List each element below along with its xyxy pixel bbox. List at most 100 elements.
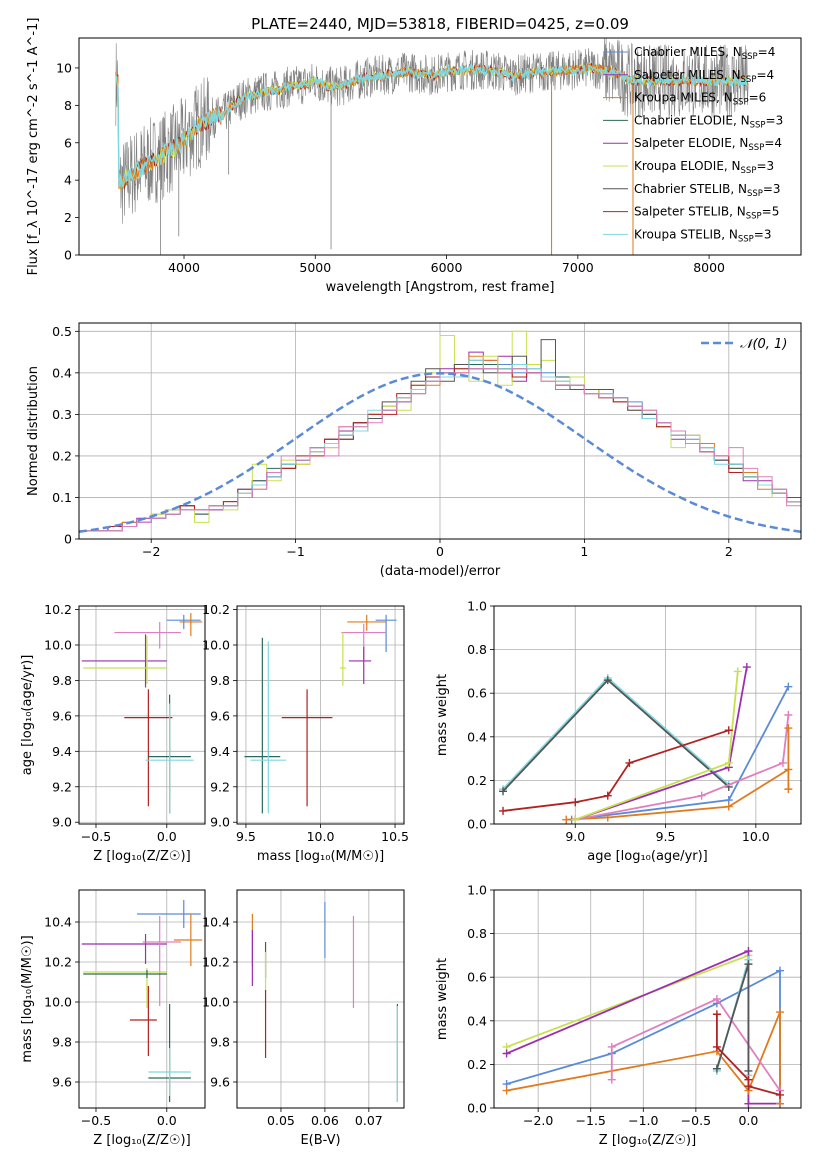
errorbar-point: [114, 621, 181, 649]
x-tick-label: 4000: [168, 260, 200, 275]
legend-label: Chabrier MILES, NSSP=4: [634, 45, 775, 62]
x-axis-label: Z [log₁₀(Z/Z☉)]: [599, 1133, 696, 1148]
y-tick-label: 9.6: [210, 1075, 230, 1090]
x-tick-label: 10.0: [742, 829, 770, 844]
y-tick-label: 10.0: [202, 637, 230, 652]
series-line: [502, 676, 730, 790]
y-tick-label: 0: [64, 248, 72, 263]
x-tick-label: 0.07: [355, 1113, 383, 1128]
y-tick-label: 10.2: [202, 602, 230, 617]
y-tick-label: 9.6: [210, 708, 230, 723]
x-axis-label: age [log₁₀(age/yr)]: [587, 849, 708, 864]
x-tick-label: −0.5: [81, 829, 111, 844]
panel-massweight_vs_age: 9.0 9.5 10.0 0.0 0.2 0.4 0.6 0.8 1.0 age [log₁₀(a…: [435, 599, 802, 864]
errorbar-point: [142, 916, 181, 1006]
errorbar-point: [81, 634, 167, 688]
x-tick-label: 9.5: [236, 829, 256, 844]
y-tick-label: 1.0: [467, 883, 487, 898]
x-tick-label: 0: [436, 544, 444, 559]
series-line: [502, 729, 730, 812]
y-tick-label: 1.0: [467, 599, 487, 614]
normal-curve: [79, 372, 801, 533]
y-tick-label: 10.0: [44, 637, 72, 652]
spectrum-legend: Chabrier MILES, NSSP=4 Salpeter MILES, NS…: [603, 45, 783, 244]
data-point-marker: [499, 787, 508, 796]
x-tick-label: 0.05: [267, 1113, 295, 1128]
axes-frame: [236, 605, 405, 825]
data-point-marker: [712, 995, 721, 1003]
data-point-marker: [775, 1090, 784, 1099]
x-tick-label: 1: [580, 544, 588, 559]
y-tick-label: 0.6: [467, 970, 487, 985]
axes-frame: [78, 889, 206, 1109]
y-tick-label: 9.2: [52, 779, 72, 794]
axes-frame: [493, 605, 802, 825]
data-point-marker: [603, 676, 612, 685]
y-tick-label: 0.4: [467, 729, 487, 744]
errorbar-point: [179, 613, 203, 637]
x-axis-label: E(B-V): [300, 1133, 340, 1148]
data-point-marker: [607, 1042, 616, 1051]
plot-area: [244, 614, 397, 814]
x-tick-label: 0.0: [157, 829, 177, 844]
plot-area: [115, 38, 749, 255]
y-tick-label: 9.0: [210, 815, 230, 830]
legend-label: Kroupa MILES, NSSP=6: [634, 91, 766, 108]
x-tick-label: 5000: [299, 260, 331, 275]
figure-title: PLATE=2440, MJD=53818, FIBERID=0425, z=0…: [251, 15, 629, 33]
y-tick-label: 9.8: [52, 1035, 72, 1050]
x-tick-label: 6000: [431, 260, 463, 275]
panel-mass_vs_Z: −0.5 0.0 9.6 9.8 10.0 10.2 10.4 Z [log₁₀(Z/Z☉)]…: [20, 889, 206, 1148]
y-axis-label: mass weight: [435, 958, 450, 1040]
x-tick-label: 7000: [562, 260, 594, 275]
errorbar-point: [244, 637, 281, 814]
x-axis-label: (data-model)/error: [380, 564, 501, 579]
y-axis-label: Normed distribution: [26, 366, 41, 496]
data-point-marker: [784, 785, 793, 794]
y-tick-label: 0.8: [467, 926, 487, 941]
errorbar-point: [347, 614, 387, 631]
axes-frame: [236, 889, 405, 1109]
data-point-marker: [603, 813, 612, 822]
legend-label: Kroupa STELIB, NSSP=3: [634, 227, 772, 244]
y-tick-label: 9.8: [210, 1035, 230, 1050]
y-tick-label: 10.2: [44, 955, 72, 970]
x-tick-label: −2.0: [523, 1113, 553, 1128]
data-point-marker: [742, 663, 751, 672]
histogram-step: [79, 359, 801, 539]
y-tick-label: 9.2: [210, 779, 230, 794]
x-tick-label: 9.5: [656, 829, 676, 844]
plot-area: [79, 330, 801, 539]
panel-residuals: −2 −1 0 1 2 0 0.1 0.2 0.3 0.4 0.5 (data-model)/erro…: [26, 322, 802, 579]
y-axis-label: mass [log₁₀(M/M☉)]: [20, 935, 35, 1062]
panel-age_vs_Z: −0.5 0.0 9.0 9.2 9.4 9.6 9.8 10.0 10.2 Z [log₁₀(Z…: [20, 602, 206, 864]
y-tick-label: 0.2: [467, 1057, 487, 1072]
y-tick-label: 0.8: [467, 642, 487, 657]
data-point-marker: [562, 815, 571, 824]
x-axis-label: mass [log₁₀(M/M☉)]: [257, 849, 384, 864]
errorbar-point: [173, 914, 203, 966]
y-tick-label: 0.0: [467, 1101, 487, 1116]
y-tick-label: 9.0: [52, 815, 72, 830]
x-tick-label: −2: [142, 544, 160, 559]
y-tick-label: 9.6: [52, 708, 72, 723]
series-line: [506, 954, 750, 1104]
errorbar-point: [83, 636, 167, 684]
y-tick-label: 0.4: [52, 365, 72, 380]
errorbar-point: [339, 632, 346, 686]
residual-legend: 𝒩(0, 1): [701, 337, 787, 352]
y-axis-label: age [log₁₀(age/yr)]: [20, 655, 35, 776]
panel-mass_vs_EBV: 0.05 0.06 0.07 9.6 9.8 10.0 10.2 10.4 E(B-V): [202, 889, 405, 1148]
panel-spectrum: 4000 5000 6000 7000 8000 0 2 4 6 8 10 wavelength [A…: [26, 18, 802, 295]
y-tick-label: 2: [64, 210, 72, 225]
plot-area: [251, 902, 399, 1102]
y-tick-label: 0.1: [52, 490, 72, 505]
data-point-marker: [607, 1075, 616, 1084]
y-tick-label: 9.8: [52, 673, 72, 688]
data-point-marker: [724, 802, 733, 811]
legend-label: Chabrier ELODIE, NSSP=3: [634, 113, 783, 130]
errorbar-point: [375, 614, 397, 653]
series-line: [566, 768, 789, 821]
errorbar-point: [250, 641, 287, 814]
